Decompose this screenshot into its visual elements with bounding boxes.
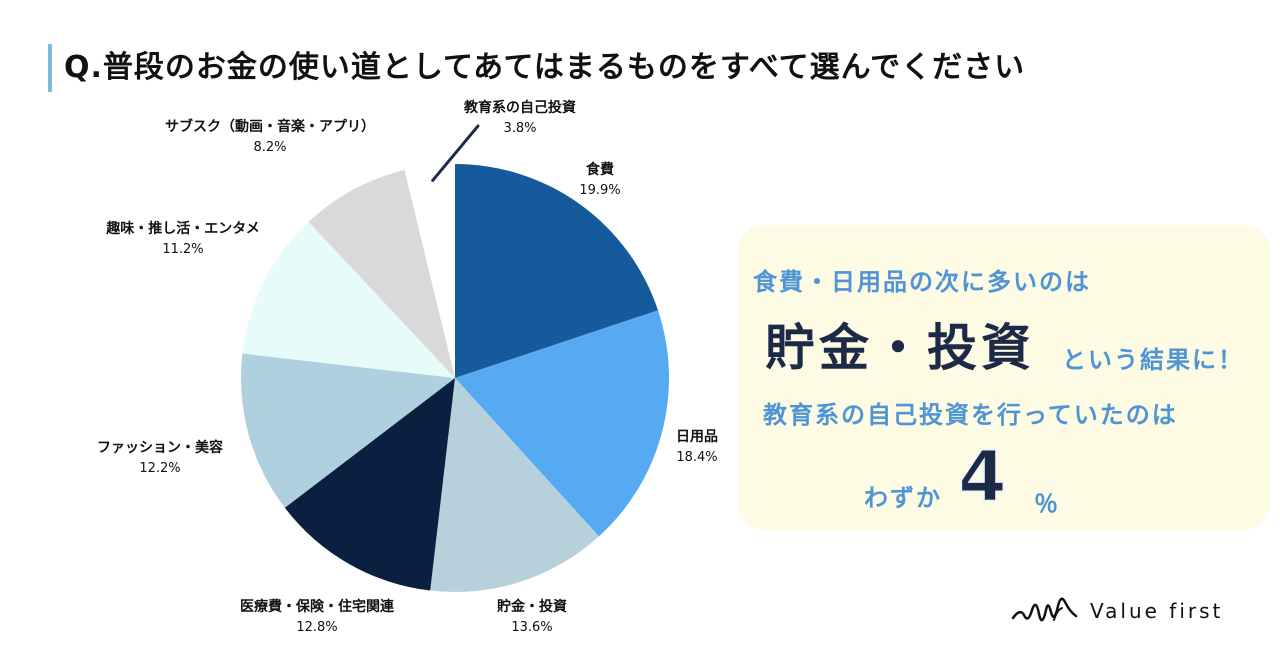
- pie-slice: [455, 164, 659, 378]
- slice-value-label: 12.8%: [296, 620, 337, 635]
- slice-value-label: 18.4%: [676, 450, 717, 465]
- pie-slice: [242, 221, 455, 378]
- title-accent-bar: [48, 44, 52, 92]
- slice-label: 医療費・保険・住宅関連: [240, 598, 395, 615]
- pie-slice: [455, 310, 669, 537]
- edu-leader-line: [431, 124, 480, 182]
- brand-logo: Value first: [1010, 588, 1223, 634]
- slice-label: 貯金・投資: [497, 598, 567, 615]
- slice-value-label: 12.2%: [139, 461, 180, 476]
- pie-slice: [308, 170, 455, 378]
- slice-value-label: 13.6%: [511, 620, 552, 635]
- callout-line3: 教育系の自己投資を行っていたのは: [763, 401, 1178, 429]
- pie-slice: [240, 353, 455, 508]
- pie-slice: [284, 378, 455, 591]
- callout-highlight: 貯金・投資: [765, 319, 1035, 377]
- signature-logo-icon: [1011, 597, 1078, 622]
- callout-unit: ％: [1034, 490, 1058, 518]
- pie-labels: 食費 19.9% 日用品 18.4% 貯金・投資 13.6% 医療費・保険・住宅関連 12.8…: [97, 99, 718, 635]
- callout-line1: 食費・日用品の次に多いのは: [753, 268, 1091, 296]
- slice-value-label: 11.2%: [162, 242, 203, 257]
- callout-number: 4: [957, 435, 1008, 519]
- callout-box: [738, 225, 1270, 530]
- pie-slice: [430, 378, 599, 593]
- slice-label: 趣味・推し活・エンタメ: [105, 220, 260, 237]
- logo-text: Value first: [1090, 599, 1224, 623]
- pie-slices: [240, 164, 669, 593]
- slice-value-label: 3.8%: [503, 121, 536, 136]
- slice-label: 教育系の自己投資: [464, 99, 576, 116]
- slice-label: 日用品: [676, 429, 718, 445]
- slice-value-label: 19.9%: [579, 183, 620, 198]
- slice-label: ファッション・美容: [97, 439, 223, 456]
- callout-prefix: わずか: [864, 484, 942, 512]
- slice-label: 食費: [586, 161, 614, 178]
- slice-label: サブスク（動画・音楽・アプリ）: [165, 118, 375, 135]
- slice-value-label: 8.2%: [253, 140, 286, 155]
- page-title: Q.普段のお金の使い道としてあてはまるものをすべて選んでください: [64, 50, 1026, 85]
- callout-highlight-suffix: という結果に！: [1062, 346, 1244, 374]
